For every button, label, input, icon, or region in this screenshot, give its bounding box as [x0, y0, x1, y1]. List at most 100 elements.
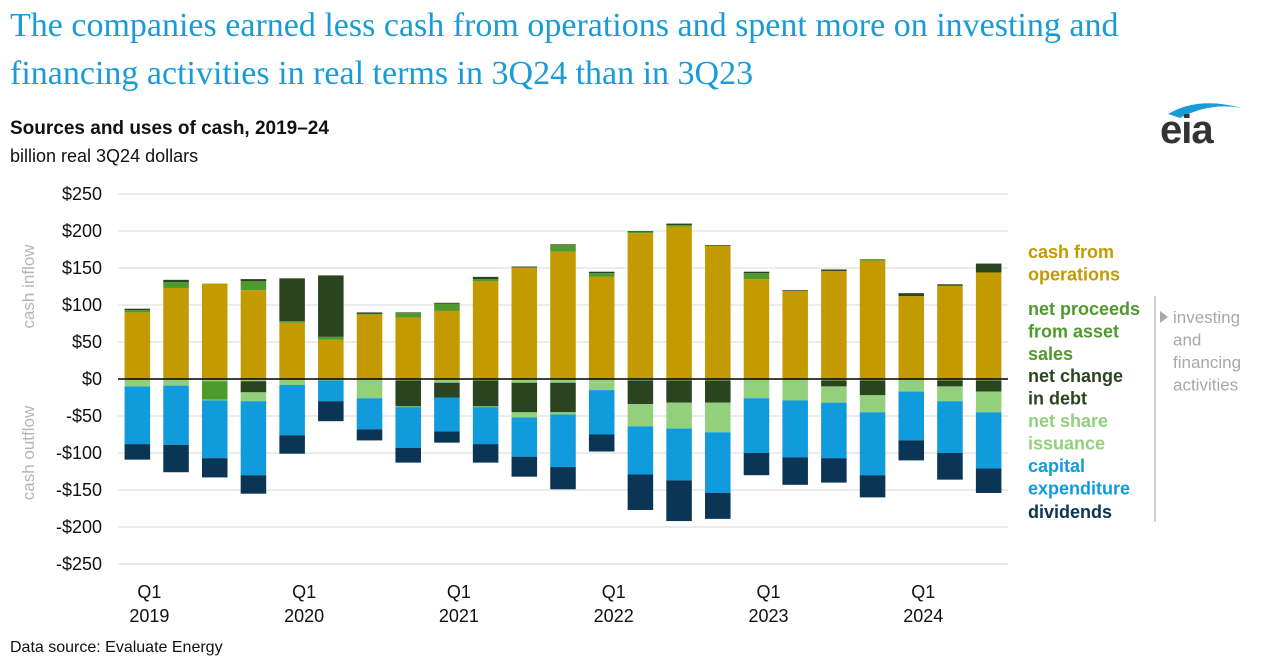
bar-share_issuance-3Q21 [511, 379, 538, 383]
bar-capex-3Q20 [356, 398, 383, 430]
bar-operations-1Q21 [434, 310, 460, 379]
bar-operations-2Q21 [472, 281, 499, 379]
bar-operations-3Q22 [666, 226, 692, 379]
legend-label-share_issuance: net share [1028, 411, 1108, 431]
x-tick-label: Q1 [137, 582, 161, 602]
bar-debt-1Q24 [898, 293, 925, 297]
bar-capex-2Q21 [472, 407, 499, 445]
bar-debt-2Q23 [782, 290, 808, 291]
bar-debt-4Q20 [395, 380, 421, 407]
bar-debt-4Q23 [859, 380, 886, 396]
bar-asset_sales-1Q22 [588, 273, 615, 277]
bar-debt-2Q22 [627, 231, 654, 232]
bar-dividends-3Q22 [666, 480, 692, 522]
bar-operations-2Q22 [627, 233, 654, 379]
y-tick-label: -$250 [56, 554, 102, 574]
y-tick-label: $100 [62, 295, 102, 315]
bar-debt-2Q19 [163, 279, 189, 283]
bar-dividends-4Q21 [550, 467, 576, 490]
bar-operations-3Q23 [821, 270, 847, 379]
bar-debt-1Q21 [434, 382, 460, 398]
x-tick-label: Q1 [602, 582, 626, 602]
bar-share_issuance-1Q22 [588, 379, 615, 383]
bar-asset_sales-4Q20 [395, 313, 421, 318]
y-tick-label: $0 [82, 369, 102, 389]
bar-capex-1Q20 [279, 384, 305, 436]
bar-share_issuance-2Q21 [472, 406, 499, 408]
bar-share_issuance-2Q22 [627, 404, 654, 427]
bar-dividends-3Q20 [356, 429, 383, 441]
bar-capex-4Q22 [705, 432, 731, 493]
bar-capex-3Q22 [666, 428, 692, 481]
y-tick-label: $150 [62, 258, 102, 278]
headline: The companies earned less cash from oper… [10, 7, 1119, 92]
bar-operations-2Q19 [163, 287, 189, 379]
bar-operations-3Q21 [511, 268, 538, 379]
bar-dividends-4Q20 [395, 447, 421, 463]
group-annotation: and [1173, 331, 1201, 350]
bar-dividends-1Q21 [434, 431, 460, 443]
bar-capex-2Q19 [163, 385, 189, 445]
bar-dividends-1Q23 [743, 453, 770, 476]
bar-dividends-3Q24 [975, 468, 1002, 493]
bar-debt-3Q22 [666, 223, 692, 226]
bar-share_issuance-1Q23 [743, 380, 770, 399]
x-tick-label: 2021 [439, 606, 479, 626]
bar-share_issuance-3Q22 [666, 402, 692, 429]
chart-subtitle: billion real 3Q24 dollars [10, 146, 199, 166]
bar-share_issuance-3Q23 [821, 386, 847, 403]
bar-debt-3Q21 [511, 266, 538, 268]
bar-debt-3Q21 [511, 382, 538, 413]
bar-debt-4Q21 [550, 382, 576, 413]
bar-dividends-2Q24 [937, 453, 963, 480]
chart-title: Sources and uses of cash, 2019–24 [10, 118, 329, 139]
cash-outflow-label: cash outflow [19, 405, 38, 500]
bar-capex-3Q21 [511, 417, 538, 457]
bar-capex-1Q22 [588, 390, 615, 435]
bar-debt-4Q21 [550, 244, 576, 246]
bar-capex-2Q20 [318, 380, 344, 402]
legend-label-capex: capital [1028, 456, 1085, 476]
bar-operations-1Q20 [279, 322, 305, 379]
x-tick-label: 2024 [903, 606, 943, 626]
legend-label-debt: in debt [1028, 389, 1087, 409]
bar-share_issuance-4Q22 [705, 402, 731, 433]
bar-capex-3Q19 [201, 400, 228, 459]
y-tick-label: -$50 [66, 406, 102, 426]
bar-capex-1Q19 [124, 386, 151, 445]
bar-operations-3Q19 [201, 283, 228, 379]
bar-operations-1Q19 [124, 312, 151, 379]
legend-label-asset_sales: from asset [1028, 322, 1119, 342]
bar-capex-4Q20 [395, 407, 421, 448]
bar-share_issuance-3Q21 [511, 412, 538, 418]
x-tick-label: Q1 [292, 582, 316, 602]
bar-share_issuance-1Q21 [434, 379, 460, 383]
bar-debt-2Q22 [627, 380, 654, 405]
bar-asset_sales-2Q21 [472, 279, 499, 282]
bar-operations-3Q20 [356, 314, 383, 379]
legend-label-capex: expenditure [1028, 479, 1130, 499]
bar-operations-4Q21 [550, 251, 576, 379]
y-tick-label: $250 [62, 184, 102, 204]
bar-asset_sales-1Q19 [124, 310, 151, 313]
bar-capex-1Q21 [434, 397, 460, 432]
group-annotation: investing [1173, 308, 1240, 327]
y-tick-label: $50 [72, 332, 102, 352]
bar-asset_sales-2Q20 [318, 336, 344, 340]
bar-capex-4Q19 [240, 401, 267, 476]
bar-dividends-4Q19 [240, 475, 267, 494]
bar-share_issuance-2Q24 [937, 386, 963, 402]
bar-capex-4Q21 [550, 414, 576, 468]
bar-debt-4Q22 [705, 245, 731, 246]
bar-share_issuance-1Q24 [898, 380, 925, 392]
bar-share_issuance-2Q19 [163, 380, 189, 386]
bar-debt-3Q20 [356, 312, 383, 314]
y-tick-label: -$200 [56, 517, 102, 537]
bar-asset_sales-2Q19 [163, 282, 189, 288]
bar-asset_sales-4Q21 [550, 245, 576, 252]
bar-share_issuance-3Q20 [356, 380, 383, 399]
bar-dividends-1Q22 [588, 434, 615, 452]
bar-dividends-2Q22 [627, 474, 654, 510]
bar-debt-1Q19 [124, 308, 151, 311]
